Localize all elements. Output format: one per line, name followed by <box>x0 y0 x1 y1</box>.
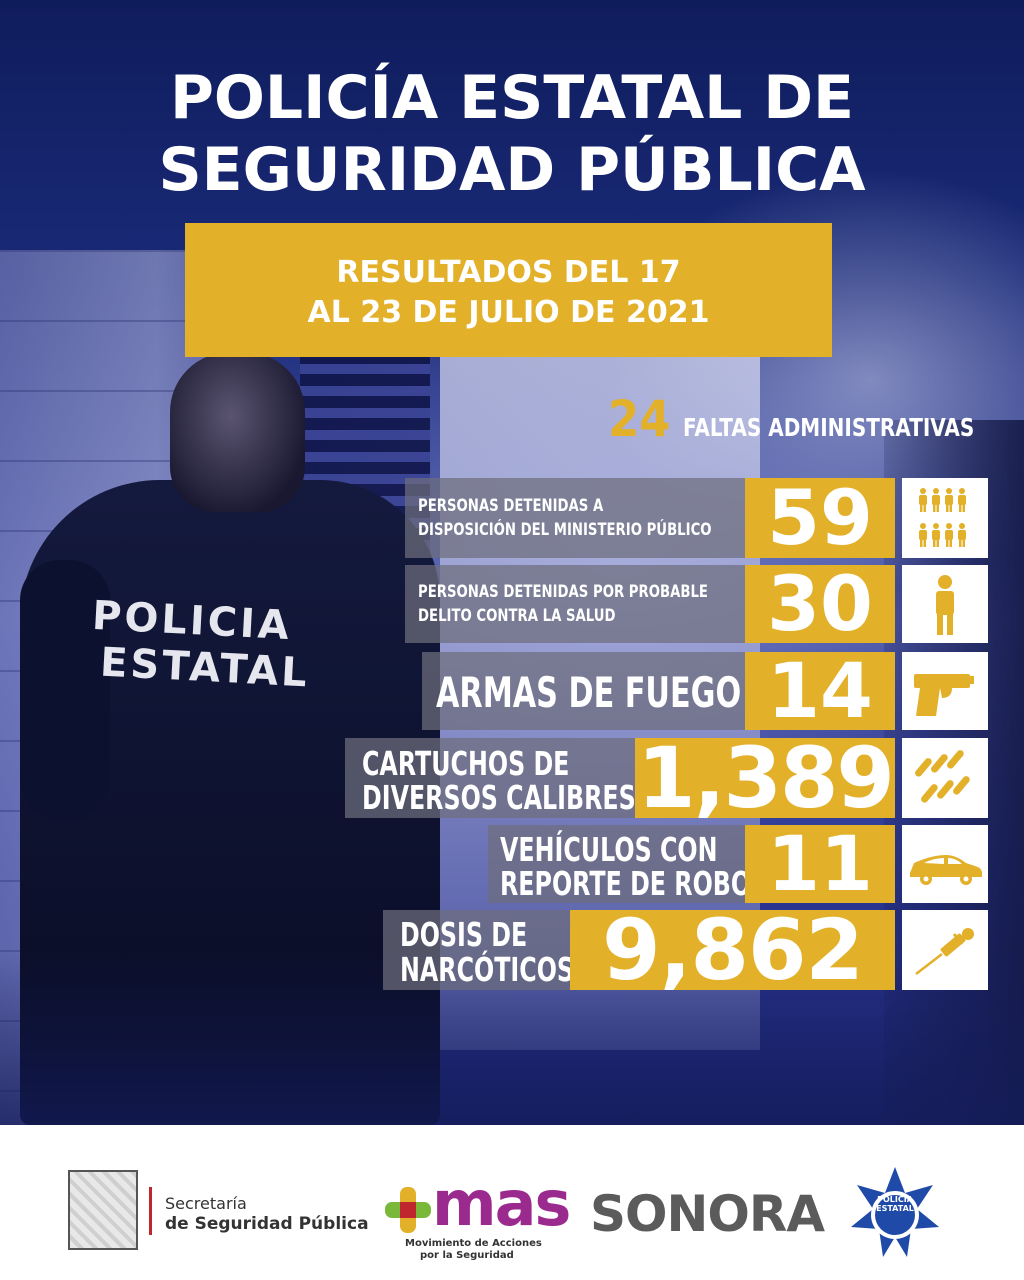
mas-plus-logo-icon <box>385 1187 431 1233</box>
estado-sonora-seal-icon <box>68 1170 138 1250</box>
pistol-icon <box>914 674 974 716</box>
stat-label-bg-vehiculos <box>488 825 745 903</box>
stat-value-dosis: 9,862 <box>570 910 895 990</box>
stat-label-detenidas-mp-2: DISPOSICIÓN DEL MINISTERIO PÚBLICO <box>418 520 712 540</box>
syringe-icon <box>915 928 974 975</box>
footer-divider <box>149 1187 152 1235</box>
footer: Secretaría de Seguridad Pública mas Movi… <box>0 1125 1024 1280</box>
group-people-icon <box>919 488 966 547</box>
date-banner: RESULTADOS DEL 17 AL 23 DE JULIO DE 2021 <box>185 223 832 357</box>
faltas-value: 24 <box>608 390 671 448</box>
faltas-summary: 24 FALTAS ADMINISTRATIVAS <box>608 390 1024 450</box>
stat-value-detenidas-salud: 30 <box>745 565 895 643</box>
stat-icon-box-cartuchos <box>902 738 988 818</box>
stat-value-armas: 14 <box>745 652 895 730</box>
stat-label-detenidas-salud-1: PERSONAS DETENIDAS POR PROBABLE <box>418 582 708 602</box>
secretaria-line-1: Secretaría <box>165 1194 247 1213</box>
car-icon <box>910 855 982 885</box>
officer-arm <box>20 560 110 820</box>
stat-label-cartuchos-2: DIVERSOS CALIBRES <box>362 778 636 817</box>
stat-label-vehiculos-1: VEHÍCULOS CON <box>500 830 718 869</box>
stat-icon-box-armas <box>902 652 988 730</box>
stat-label-bg-detenidas-mp <box>405 478 745 558</box>
badge-text: POLICÍA ESTATAL <box>876 1195 914 1213</box>
stat-label-armas: ARMAS DE FUEGO <box>436 668 742 717</box>
date-line-2: AL 23 DE JULIO DE 2021 <box>307 295 710 330</box>
stat-value-vehiculos: 11 <box>745 825 895 903</box>
stat-label-bg-dosis <box>383 910 570 990</box>
sonora-logo-text: SONORA <box>590 1185 825 1243</box>
stat-label-bg-detenidas-salud <box>405 565 745 643</box>
stat-label-vehiculos-2: REPORTE DE ROBO <box>500 864 752 903</box>
stat-value-cartuchos: 1,389 <box>635 738 895 818</box>
mas-subtitle-2: por la Seguridad <box>420 1250 514 1261</box>
stat-icon-box-vehiculos <box>902 825 988 903</box>
police-star-badge-icon <box>851 1167 939 1257</box>
stat-label-detenidas-salud-2: DELITO CONTRA LA SALUD <box>418 606 616 626</box>
person-icon <box>936 575 954 635</box>
stat-label-bg-armas <box>422 652 745 730</box>
stat-label-bg-cartuchos <box>345 738 635 818</box>
mas-subtitle-1: Movimiento de Acciones <box>405 1238 542 1249</box>
stat-label-detenidas-mp-1: PERSONAS DETENIDAS A <box>418 496 604 516</box>
stat-icon-box-dosis <box>902 910 988 990</box>
page-title-line-1: POLICÍA ESTATAL DE <box>169 63 855 133</box>
stat-label-dosis-2: NARCÓTICOS <box>400 950 575 989</box>
bullets-icon <box>915 750 970 803</box>
faltas-label: FALTAS ADMINISTRATIVAS <box>682 413 974 442</box>
stat-label-dosis-1: DOSIS DE <box>400 915 528 954</box>
officer-head <box>170 352 305 512</box>
secretaria-line-2: de Seguridad Pública <box>165 1214 369 1234</box>
stat-icon-box-detenidas-mp <box>902 478 988 558</box>
page-title-line-2: SEGURIDAD PÚBLICA <box>158 135 866 205</box>
mas-logo-text: mas <box>432 1167 571 1240</box>
date-line-1: RESULTADOS DEL 17 <box>336 255 681 290</box>
stat-label-cartuchos-1: CARTUCHOS DE <box>362 744 570 783</box>
stat-value-detenidas-mp: 59 <box>745 478 895 558</box>
stat-icon-box-detenidas-salud <box>902 565 988 643</box>
